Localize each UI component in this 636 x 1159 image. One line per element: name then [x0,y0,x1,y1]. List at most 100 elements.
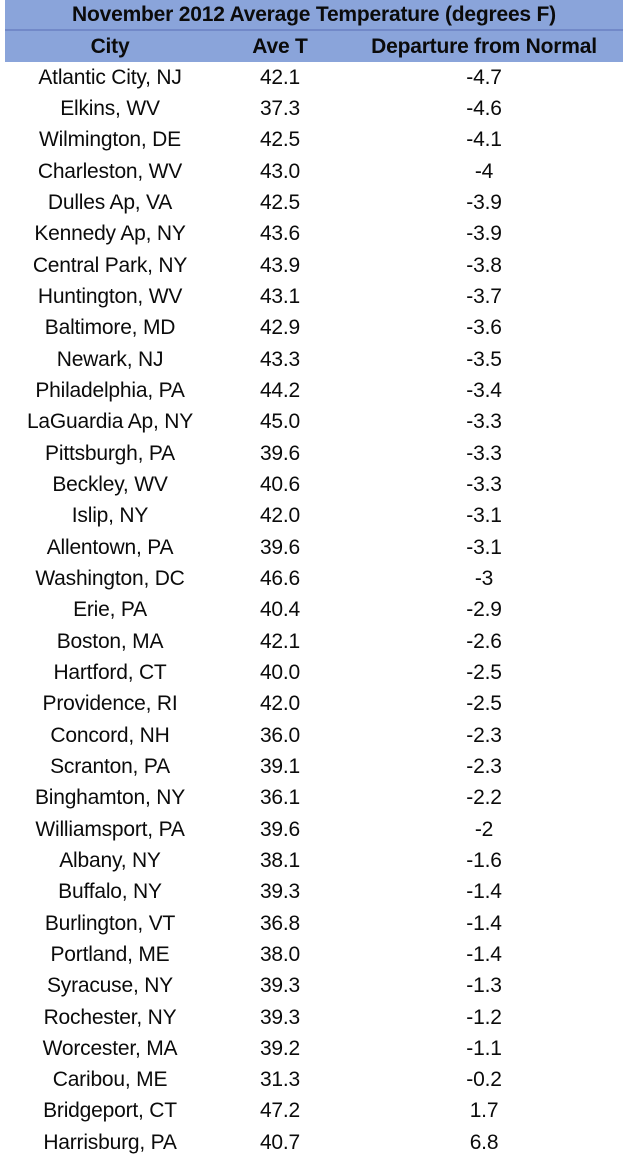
departure-cell: -2 [474,817,494,841]
table-header: November 2012 Average Temperature (degre… [5,0,623,62]
city-cell: LaGuardia Ap, NY [26,410,194,434]
departure-cell: -3.1 [466,504,502,528]
temperature-table: November 2012 Average Temperature (degre… [5,0,623,1158]
ave-t-cell: 42.5 [259,128,301,152]
departure-cell: 1.7 [469,1099,499,1123]
city-cell: Bridgeport, CT [43,1099,177,1123]
table-row: Rochester, NY 39.3 -1.2 [5,1002,623,1033]
city-cell: Dulles Ap, VA [47,190,173,214]
table-row: Huntington, WV 43.1 -3.7 [5,281,623,312]
departure-cell: -3 [474,566,494,590]
table-title: November 2012 Average Temperature (degre… [5,0,623,31]
table-body: Atlantic City, NJ 42.1 -4.7 Elkins, WV 37.3 -… [5,62,623,1158]
table-row: Albany, NY 38.1 -1.6 [5,845,623,876]
city-cell: Williamsport, PA [35,817,185,841]
departure-cell: -3.8 [466,253,502,277]
table-row: Beckley, WV 40.6 -3.3 [5,469,623,500]
table-row: Harrisburg, PA 40.7 6.8 [5,1127,623,1158]
ave-t-cell: 42.0 [259,692,301,716]
departure-cell: -1.6 [466,848,502,872]
departure-cell: -4.1 [466,128,502,152]
ave-t-cell: 43.1 [259,284,301,308]
table-row: Caribou, ME 31.3 -0.2 [5,1065,623,1096]
table-row: Charleston, WV 43.0 -4 [5,156,623,187]
table-row: Philadelphia, PA 44.2 -3.4 [5,375,623,406]
departure-cell: -1.4 [466,880,502,904]
city-cell: Huntington, WV [37,284,183,308]
city-cell: Buffalo, NY [58,880,162,904]
city-cell: Islip, NY [71,504,149,528]
table-row: Binghamton, NY 36.1 -2.2 [5,783,623,814]
table-row: Dulles Ap, VA 42.5 -3.9 [5,187,623,218]
table-row: Newark, NJ 43.3 -3.5 [5,344,623,375]
column-header-row: City Ave T Departure from Normal [5,31,623,62]
departure-cell: -1.4 [466,911,502,935]
city-cell: Allentown, PA [46,535,174,559]
ave-t-cell: 36.8 [259,911,301,935]
ave-t-cell: 39.1 [259,754,301,778]
ave-t-cell: 40.7 [259,1130,301,1154]
ave-t-cell: 39.6 [259,535,301,559]
departure-cell: -3.6 [466,316,502,340]
departure-cell: -1.4 [466,942,502,966]
city-cell: Beckley, WV [52,472,168,496]
ave-t-cell: 43.3 [259,347,301,371]
ave-t-cell: 39.3 [259,974,301,998]
ave-t-cell: 45.0 [259,410,301,434]
ave-t-cell: 42.9 [259,316,301,340]
departure-cell: -1.2 [466,1005,502,1029]
city-cell: Central Park, NY [32,253,188,277]
table-row: Buffalo, NY 39.3 -1.4 [5,877,623,908]
departure-cell: -3.3 [466,472,502,496]
table-row: Syracuse, NY 39.3 -1.3 [5,971,623,1002]
city-cell: Providence, RI [42,692,178,716]
ave-t-cell: 43.0 [259,159,301,183]
city-cell: Kennedy Ap, NY [34,222,186,246]
ave-t-cell: 42.1 [259,629,301,653]
city-cell: Atlantic City, NJ [38,65,182,89]
ave-t-cell: 38.1 [259,848,301,872]
ave-t-cell: 40.4 [259,598,301,622]
ave-t-cell: 36.1 [259,786,301,810]
column-header-city: City [90,34,130,58]
column-header-departure: Departure from Normal [371,34,597,58]
city-cell: Albany, NY [59,848,161,872]
ave-t-cell: 43.9 [259,253,301,277]
departure-cell: -3.4 [466,378,502,402]
ave-t-cell: 47.2 [259,1099,301,1123]
ave-t-cell: 39.2 [259,1036,301,1060]
table-row: Islip, NY 42.0 -3.1 [5,501,623,532]
table-row: Providence, RI 42.0 -2.5 [5,689,623,720]
table-row: LaGuardia Ap, NY 45.0 -3.3 [5,407,623,438]
city-cell: Newark, NJ [56,347,164,371]
table-row: Washington, DC 46.6 -3 [5,563,623,594]
city-cell: Syracuse, NY [47,974,173,998]
table-row: Wilmington, DE 42.5 -4.1 [5,125,623,156]
ave-t-cell: 46.6 [259,566,301,590]
table-row: Boston, MA 42.1 -2.6 [5,626,623,657]
table-row: Elkins, WV 37.3 -4.6 [5,93,623,124]
departure-cell: -2.3 [466,723,502,747]
table-row: Hartford, CT 40.0 -2.5 [5,657,623,688]
departure-cell: -2.5 [466,692,502,716]
city-cell: Baltimore, MD [44,316,176,340]
city-cell: Boston, MA [56,629,164,653]
city-cell: Washington, DC [35,566,185,590]
city-cell: Binghamton, NY [34,786,186,810]
city-cell: Erie, PA [73,598,147,622]
column-header-ave-t: Ave T [252,34,308,58]
ave-t-cell: 39.6 [259,817,301,841]
departure-cell: -1.1 [466,1036,502,1060]
city-cell: Harrisburg, PA [43,1130,177,1154]
ave-t-cell: 42.1 [259,65,301,89]
ave-t-cell: 36.0 [259,723,301,747]
ave-t-cell: 40.0 [259,660,301,684]
ave-t-cell: 39.3 [259,880,301,904]
table-row: Pittsburgh, PA 39.6 -3.3 [5,438,623,469]
city-cell: Rochester, NY [43,1005,177,1029]
city-cell: Caribou, ME [52,1068,168,1092]
city-cell: Wilmington, DE [39,128,181,152]
table-row: Central Park, NY 43.9 -3.8 [5,250,623,281]
departure-cell: -0.2 [466,1068,502,1092]
